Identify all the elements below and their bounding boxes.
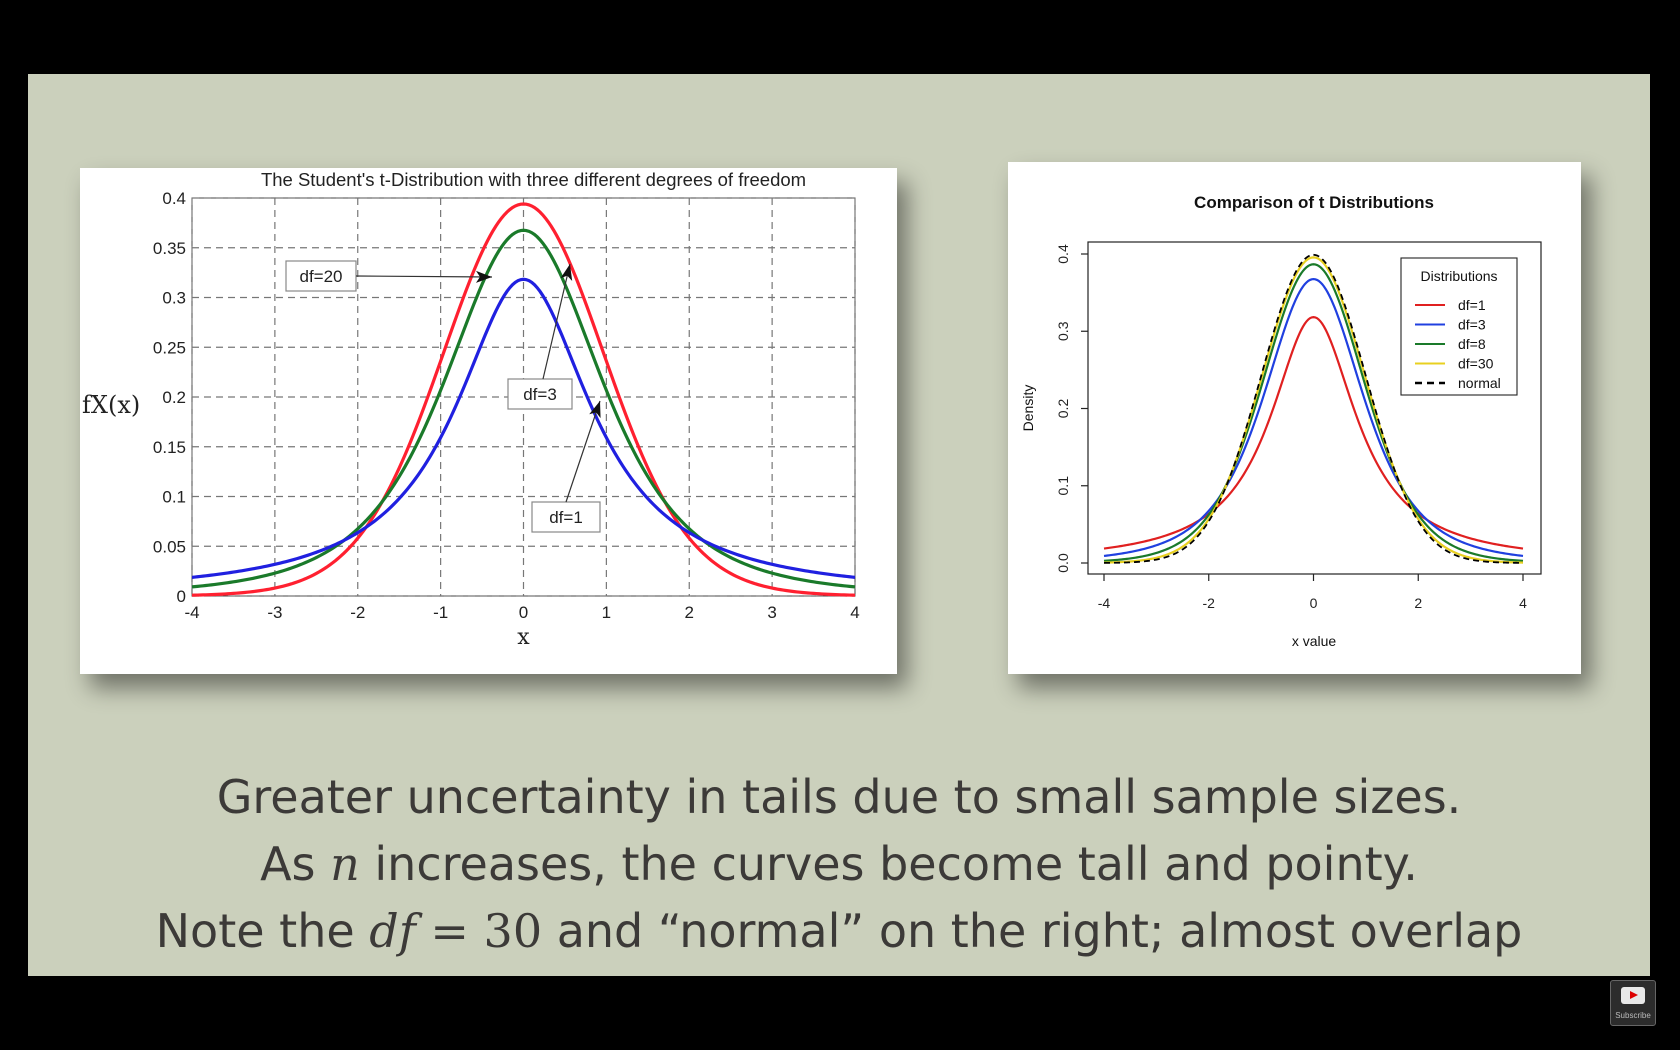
series-line-df30 xyxy=(1103,256,1524,564)
series-line-normal xyxy=(1103,253,1524,564)
caption-line-2-post: increases, the curves become tall and po… xyxy=(359,837,1418,891)
x-tick-label: 2 xyxy=(1414,595,1422,611)
x-tick-label: -4 xyxy=(1098,595,1111,611)
y-tick-label: 0.0 xyxy=(1055,553,1071,573)
y-tick-label: 0.1 xyxy=(162,488,186,507)
legend-label: df=3 xyxy=(1458,317,1486,333)
x-tick-label: 0 xyxy=(519,603,528,622)
caption-line-1-text: Greater uncertainty in tails due to smal… xyxy=(216,770,1462,824)
caption-math-n: n xyxy=(330,837,360,891)
caption-line-2-pre: As xyxy=(260,837,331,891)
series-line-df1 xyxy=(191,277,856,579)
y-tick-label: 0 xyxy=(177,587,186,606)
series-line-df3 xyxy=(1103,277,1524,558)
y-tick-label: 0.3 xyxy=(162,289,186,308)
x-tick-label: 1 xyxy=(602,603,611,622)
x-axis-label: x value xyxy=(1292,633,1337,649)
y-tick-label: 0.1 xyxy=(1055,476,1071,496)
annotation-label: df=3 xyxy=(523,385,557,404)
series-line-df3 xyxy=(191,228,856,589)
y-tick-label: 0.15 xyxy=(153,438,186,457)
caption-line-1: Greater uncertainty in tails due to smal… xyxy=(28,764,1650,831)
youtube-logo-icon xyxy=(1621,987,1645,1004)
y-tick-label: 0.3 xyxy=(1055,321,1071,341)
y-tick-label: 0.35 xyxy=(153,239,186,258)
x-tick-label: 3 xyxy=(767,603,776,622)
left-chart-panel: The Student's t-Distribution with three … xyxy=(80,168,897,674)
subscribe-button[interactable]: Subscribe xyxy=(1610,980,1656,1026)
comparison-of-t-distributions-chart: Comparison of t Distributions -4 -2 0 2 4 0.0 0… xyxy=(1020,193,1542,649)
legend-box xyxy=(1400,257,1518,396)
caption-line-3: Note the df = 30 and “normal” on the rig… xyxy=(28,898,1650,965)
caption-math-eq-30: = 30 xyxy=(415,904,543,958)
y-tick-label: 0.05 xyxy=(153,537,186,556)
legend-label: df=30 xyxy=(1458,356,1494,372)
series-line-df20 xyxy=(191,202,856,597)
annotation-box xyxy=(285,260,357,292)
annotation-label: df=20 xyxy=(299,267,342,286)
y-tick-label: 0.2 xyxy=(1055,399,1071,419)
caption-line-2: As n increases, the curves become tall a… xyxy=(28,831,1650,898)
chart-title: Comparison of t Distributions xyxy=(1194,193,1434,212)
y-tick-label: 0.4 xyxy=(162,189,186,208)
slide: The Student's t-Distribution with three … xyxy=(28,74,1650,976)
x-tick-label: 4 xyxy=(850,603,859,622)
x-tick-label: -2 xyxy=(350,603,365,622)
annotation-arrowhead xyxy=(560,264,573,281)
annotation-arrowhead xyxy=(589,401,601,419)
y-tick-label: 0.25 xyxy=(153,338,186,357)
x-axis-label: x xyxy=(517,625,530,650)
annotation-arrow-line xyxy=(565,400,601,503)
subscribe-label: Subscribe xyxy=(1615,1011,1651,1020)
x-tick-label: -2 xyxy=(1203,595,1216,611)
series-line-df1 xyxy=(1103,315,1524,550)
annotation-arrowhead xyxy=(475,270,492,283)
x-tick-label: -4 xyxy=(184,603,199,622)
chart-title: The Student's t-Distribution with three … xyxy=(261,169,806,190)
x-tick-label: -1 xyxy=(433,603,448,622)
caption-math-df: df xyxy=(369,904,416,958)
x-tick-label: -3 xyxy=(267,603,282,622)
series-line-df8 xyxy=(1103,263,1524,562)
legend-title: Distributions xyxy=(1420,268,1497,284)
legend-label: normal xyxy=(1458,375,1501,391)
slide-caption: Greater uncertainty in tails due to smal… xyxy=(28,764,1650,965)
annotation-arrow-line xyxy=(542,263,571,380)
legend-label: df=1 xyxy=(1458,297,1486,313)
annotation-box xyxy=(531,501,601,533)
annotation-box xyxy=(507,378,573,410)
y-tick-label: 0.4 xyxy=(1055,244,1071,264)
annotation-label: df=1 xyxy=(549,508,583,527)
annotation-arrow-line xyxy=(355,275,493,278)
legend-label: df=8 xyxy=(1458,336,1486,352)
y-tick-label: 0.2 xyxy=(162,388,186,407)
t-distribution-three-df-chart: The Student's t-Distribution with three … xyxy=(82,169,860,650)
caption-line-3-post: and “normal” on the right; almost overla… xyxy=(542,904,1523,958)
y-axis-label: fX(x) xyxy=(82,391,140,419)
x-tick-label: 2 xyxy=(685,603,694,622)
right-chart-panel: Comparison of t Distributions -4 -2 0 2 4 0.0 0… xyxy=(1008,162,1581,674)
x-tick-label: 0 xyxy=(1310,595,1318,611)
y-axis-label: Density xyxy=(1020,385,1036,432)
caption-line-3-pre: Note the xyxy=(155,904,370,958)
x-tick-label: 4 xyxy=(1519,595,1527,611)
